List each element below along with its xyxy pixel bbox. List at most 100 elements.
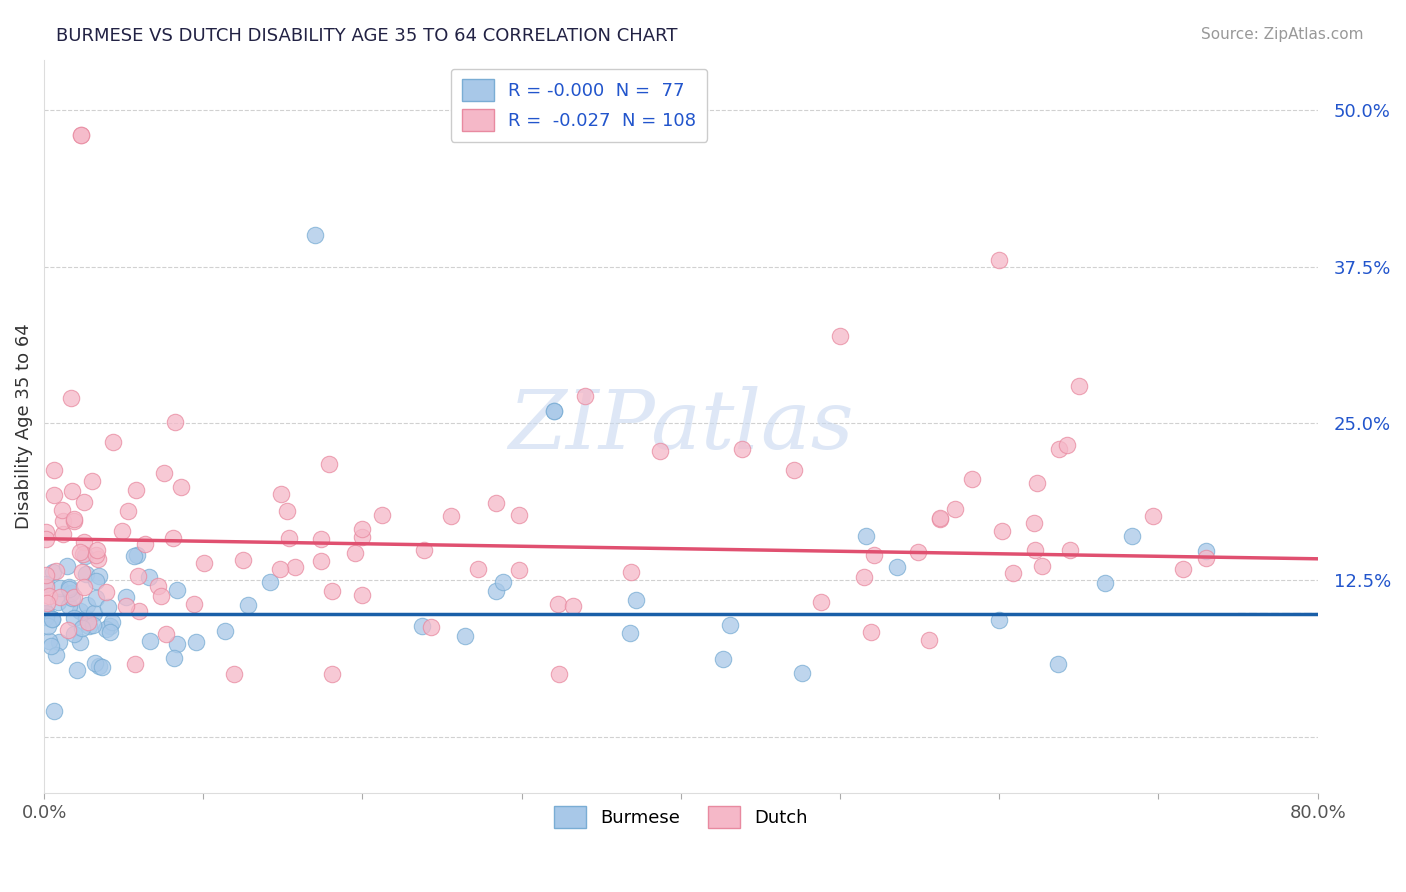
Point — [35, 577, 58, 591]
Point — [35, 581, 58, 595]
Point — [98, 619, 121, 633]
Point — [62, 515, 84, 529]
Point — [49, 581, 72, 595]
Point — [35, 607, 58, 622]
Text: Source: ZipAtlas.com: Source: ZipAtlas.com — [1201, 27, 1364, 42]
Point — [115, 591, 138, 605]
Point — [35, 606, 58, 620]
Point — [60, 586, 83, 600]
Point — [1121, 529, 1143, 543]
Point — [87, 659, 110, 673]
Point — [193, 556, 215, 570]
Point — [648, 444, 671, 458]
Point — [419, 620, 441, 634]
Point — [98, 625, 121, 640]
Point — [80, 474, 103, 488]
Point — [371, 508, 394, 522]
Point — [852, 569, 875, 583]
Point — [52, 514, 75, 528]
Point — [117, 504, 139, 518]
Point — [111, 524, 134, 538]
Point — [91, 660, 114, 674]
Point — [318, 457, 340, 471]
Point — [1094, 575, 1116, 590]
Point — [101, 615, 124, 629]
Point — [124, 657, 146, 671]
Point — [41, 612, 63, 626]
Point — [1046, 657, 1069, 671]
Point — [56, 623, 79, 637]
Point — [1142, 509, 1164, 524]
Point — [907, 545, 929, 559]
Point — [69, 128, 91, 142]
Point — [138, 570, 160, 584]
Point — [1047, 442, 1070, 457]
Point — [620, 566, 643, 580]
Point — [150, 589, 173, 603]
Point — [45, 565, 67, 579]
Point — [35, 567, 58, 582]
Point — [73, 535, 96, 549]
Point — [38, 634, 60, 648]
Point — [855, 529, 877, 543]
Y-axis label: Disability Age 35 to 64: Disability Age 35 to 64 — [15, 324, 32, 529]
Point — [37, 619, 59, 633]
Point — [84, 549, 107, 563]
Point — [41, 612, 63, 626]
Point — [626, 593, 648, 607]
Point — [309, 554, 332, 568]
Point — [270, 487, 292, 501]
Point — [962, 472, 984, 486]
Point — [44, 463, 66, 477]
Point — [162, 531, 184, 545]
Point — [543, 404, 565, 418]
Point — [718, 618, 741, 632]
Point — [304, 228, 326, 243]
Legend: Burmese, Dutch: Burmese, Dutch — [547, 799, 815, 836]
Point — [828, 328, 851, 343]
Point — [454, 629, 477, 643]
Point — [101, 434, 124, 449]
Point — [321, 667, 343, 681]
Point — [72, 580, 94, 594]
Point — [42, 565, 65, 579]
Point — [224, 667, 246, 681]
Point — [69, 128, 91, 142]
Point — [115, 599, 138, 613]
Point — [988, 253, 1011, 268]
Point — [124, 483, 146, 498]
Point — [1024, 516, 1046, 530]
Point — [492, 574, 515, 589]
Point — [48, 635, 70, 649]
Point — [63, 512, 86, 526]
Point — [84, 591, 107, 605]
Point — [138, 633, 160, 648]
Point — [1031, 559, 1053, 574]
Point — [232, 553, 254, 567]
Point — [163, 415, 186, 429]
Point — [35, 610, 58, 624]
Point — [162, 651, 184, 665]
Point — [411, 619, 433, 633]
Point — [731, 442, 754, 457]
Point — [1195, 544, 1218, 558]
Point — [214, 624, 236, 638]
Point — [352, 588, 374, 602]
Point — [77, 615, 100, 629]
Point — [96, 584, 118, 599]
Point — [170, 480, 193, 494]
Point — [60, 484, 83, 499]
Point — [236, 598, 259, 612]
Point — [859, 624, 882, 639]
Point — [82, 618, 104, 632]
Point — [790, 665, 813, 680]
Point — [75, 611, 97, 625]
Point — [42, 704, 65, 718]
Point — [1195, 551, 1218, 566]
Point — [284, 559, 307, 574]
Point — [46, 595, 69, 609]
Point — [49, 590, 72, 604]
Point — [122, 549, 145, 563]
Point — [1067, 378, 1090, 392]
Point — [1056, 438, 1078, 452]
